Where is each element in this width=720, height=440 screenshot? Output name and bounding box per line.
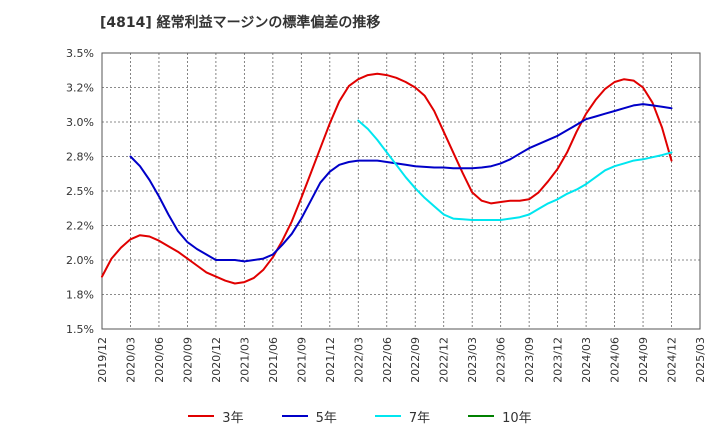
series-lines bbox=[101, 72, 673, 285]
legend-swatch bbox=[374, 415, 401, 417]
y-tick-label: 3.5% bbox=[66, 47, 94, 60]
legend-label: 5年 bbox=[315, 410, 337, 426]
legend-label: 7年 bbox=[408, 410, 431, 426]
legend-item: 10年 bbox=[468, 406, 532, 426]
legend: 3年 5年 7年 10年 bbox=[0, 406, 720, 426]
legend-swatch bbox=[281, 415, 308, 417]
y-tick-label: 2.8% bbox=[66, 151, 94, 164]
legend-swatch bbox=[468, 415, 495, 417]
y-tick-label: 1.5% bbox=[66, 323, 94, 336]
x-tick-label: 2020/09 bbox=[181, 337, 194, 383]
x-tick-label: 2021/09 bbox=[295, 337, 308, 383]
axes bbox=[101, 52, 701, 330]
x-tick-label: 2024/03 bbox=[580, 337, 593, 383]
y-tick-label: 2.2% bbox=[66, 220, 94, 233]
x-tick-label: 2021/03 bbox=[238, 337, 251, 383]
x-tick-label: 2023/03 bbox=[466, 337, 479, 383]
plot-frame bbox=[101, 52, 701, 330]
legend-item: 5年 bbox=[281, 406, 337, 426]
legend-item: 7年 bbox=[374, 406, 431, 426]
x-tick-label: 2023/09 bbox=[523, 337, 536, 383]
series-line-3年 bbox=[101, 72, 673, 285]
legend-label: 3年 bbox=[222, 410, 244, 426]
x-tick-label: 2022/06 bbox=[381, 337, 394, 383]
x-tick-label: 2022/09 bbox=[409, 337, 422, 383]
x-tick-label: 2020/03 bbox=[124, 337, 137, 383]
x-tick-label: 2021/12 bbox=[324, 337, 337, 383]
grid bbox=[102, 53, 700, 329]
x-tick-label: 2022/12 bbox=[438, 337, 451, 383]
chart-title: [4814] 経常利益マージンの標準偏差の推移 bbox=[100, 15, 381, 31]
legend-label: 10年 bbox=[502, 410, 532, 426]
y-tick-label: 2.5% bbox=[66, 185, 94, 198]
x-tick-label: 2024/09 bbox=[637, 337, 650, 383]
x-tick-label: 2025/03 bbox=[694, 337, 707, 383]
x-tick-label: 2024/12 bbox=[666, 337, 679, 383]
series-line-5年 bbox=[129, 103, 673, 263]
x-tick-label: 2019/12 bbox=[96, 337, 109, 383]
tick-labels: 3.5% 3.2% 3.0% 2.8% 2.5% 2.2% 2.0% 1.8% 1.5%2019… bbox=[66, 47, 707, 383]
legend-swatch bbox=[188, 415, 215, 417]
x-tick-label: 2020/06 bbox=[153, 337, 166, 383]
x-tick-label: 2024/06 bbox=[609, 337, 622, 383]
y-tick-label: 3.0% bbox=[66, 116, 94, 129]
x-tick-label: 2021/06 bbox=[267, 337, 280, 383]
x-tick-label: 2020/12 bbox=[210, 337, 223, 383]
x-tick-label: 2023/06 bbox=[495, 337, 508, 383]
y-tick-label: 3.2% bbox=[66, 82, 94, 95]
legend-item: 3年 bbox=[188, 406, 244, 426]
x-tick-label: 2023/12 bbox=[552, 337, 565, 383]
y-tick-label: 2.0% bbox=[66, 254, 94, 267]
series-line-7年 bbox=[357, 119, 673, 221]
y-tick-label: 1.8% bbox=[66, 289, 94, 302]
x-tick-label: 2022/03 bbox=[352, 337, 365, 383]
